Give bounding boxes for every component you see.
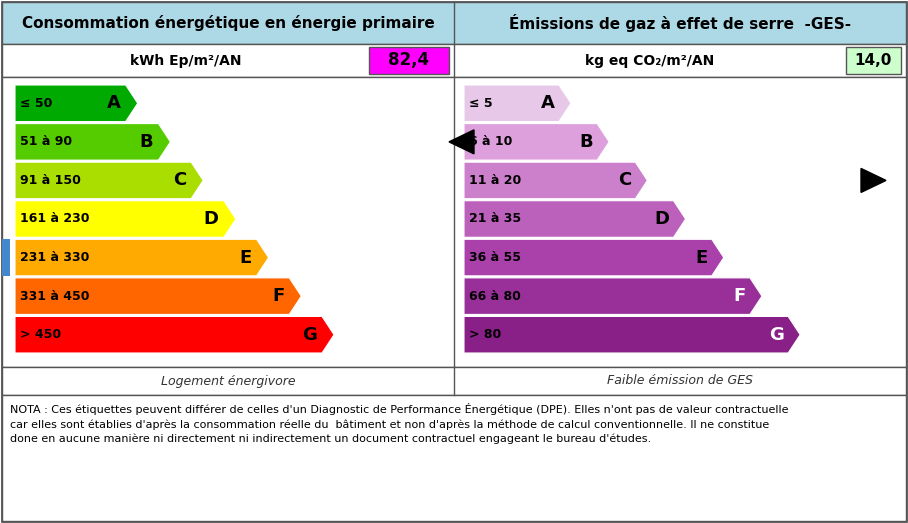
Polygon shape <box>15 123 171 160</box>
Text: 6 à 10: 6 à 10 <box>469 135 512 149</box>
Text: B: B <box>140 133 153 151</box>
Polygon shape <box>464 162 647 199</box>
Polygon shape <box>15 201 236 237</box>
Text: 231 à 330: 231 à 330 <box>20 251 89 264</box>
Bar <box>2 2 906 44</box>
Text: G: G <box>769 326 785 344</box>
Text: A: A <box>107 94 121 112</box>
Text: Faible émission de GES: Faible émission de GES <box>607 374 753 388</box>
Text: F: F <box>734 287 746 305</box>
Text: 66 à 80: 66 à 80 <box>469 290 521 303</box>
Bar <box>2 240 10 276</box>
Text: F: F <box>272 287 284 305</box>
Polygon shape <box>464 278 762 314</box>
Polygon shape <box>15 162 203 199</box>
Polygon shape <box>15 240 269 276</box>
Bar <box>2 395 906 521</box>
Text: D: D <box>655 210 669 228</box>
Polygon shape <box>464 123 609 160</box>
Text: NOTA : Ces étiquettes peuvent différer de celles d'un Diagnostic de Performance : NOTA : Ces étiquettes peuvent différer d… <box>10 403 788 445</box>
Text: kWh Ep/m²/AN: kWh Ep/m²/AN <box>130 53 242 67</box>
Text: kg eq CO₂/m²/AN: kg eq CO₂/m²/AN <box>586 53 715 67</box>
Text: > 450: > 450 <box>20 328 61 341</box>
Polygon shape <box>15 85 138 121</box>
Polygon shape <box>15 316 334 353</box>
Text: E: E <box>696 248 707 267</box>
Text: 11 à 20: 11 à 20 <box>469 174 521 187</box>
Text: ≤ 50: ≤ 50 <box>20 97 53 110</box>
Text: C: C <box>618 172 631 189</box>
Text: 82,4: 82,4 <box>389 51 429 70</box>
Text: 91 à 150: 91 à 150 <box>20 174 81 187</box>
Text: Logement énergivore: Logement énergivore <box>161 374 295 388</box>
Text: B: B <box>579 133 593 151</box>
Bar <box>2 77 906 367</box>
Polygon shape <box>464 240 724 276</box>
Text: 14,0: 14,0 <box>854 53 893 68</box>
Text: D: D <box>204 210 219 228</box>
Text: 161 à 230: 161 à 230 <box>20 212 90 225</box>
Polygon shape <box>464 201 686 237</box>
Polygon shape <box>15 278 301 314</box>
Polygon shape <box>449 130 474 154</box>
Text: 331 à 450: 331 à 450 <box>20 290 90 303</box>
Bar <box>846 47 901 74</box>
Text: E: E <box>240 248 252 267</box>
Text: C: C <box>173 172 186 189</box>
Text: G: G <box>302 326 317 344</box>
Text: > 80: > 80 <box>469 328 501 341</box>
Polygon shape <box>861 168 886 192</box>
Text: 21 à 35: 21 à 35 <box>469 212 521 225</box>
Polygon shape <box>464 85 571 121</box>
Bar <box>2 367 906 395</box>
Text: ≤ 5: ≤ 5 <box>469 97 493 110</box>
Bar <box>2 44 906 77</box>
Text: Émissions de gaz à effet de serre  -GES-: Émissions de gaz à effet de serre -GES- <box>509 14 851 32</box>
Text: Consommation énergétique en énergie primaire: Consommation énergétique en énergie prim… <box>22 15 434 31</box>
Bar <box>369 47 449 74</box>
Text: 36 à 55: 36 à 55 <box>469 251 521 264</box>
Polygon shape <box>464 316 800 353</box>
Text: 51 à 90: 51 à 90 <box>20 135 72 149</box>
Text: A: A <box>541 94 555 112</box>
